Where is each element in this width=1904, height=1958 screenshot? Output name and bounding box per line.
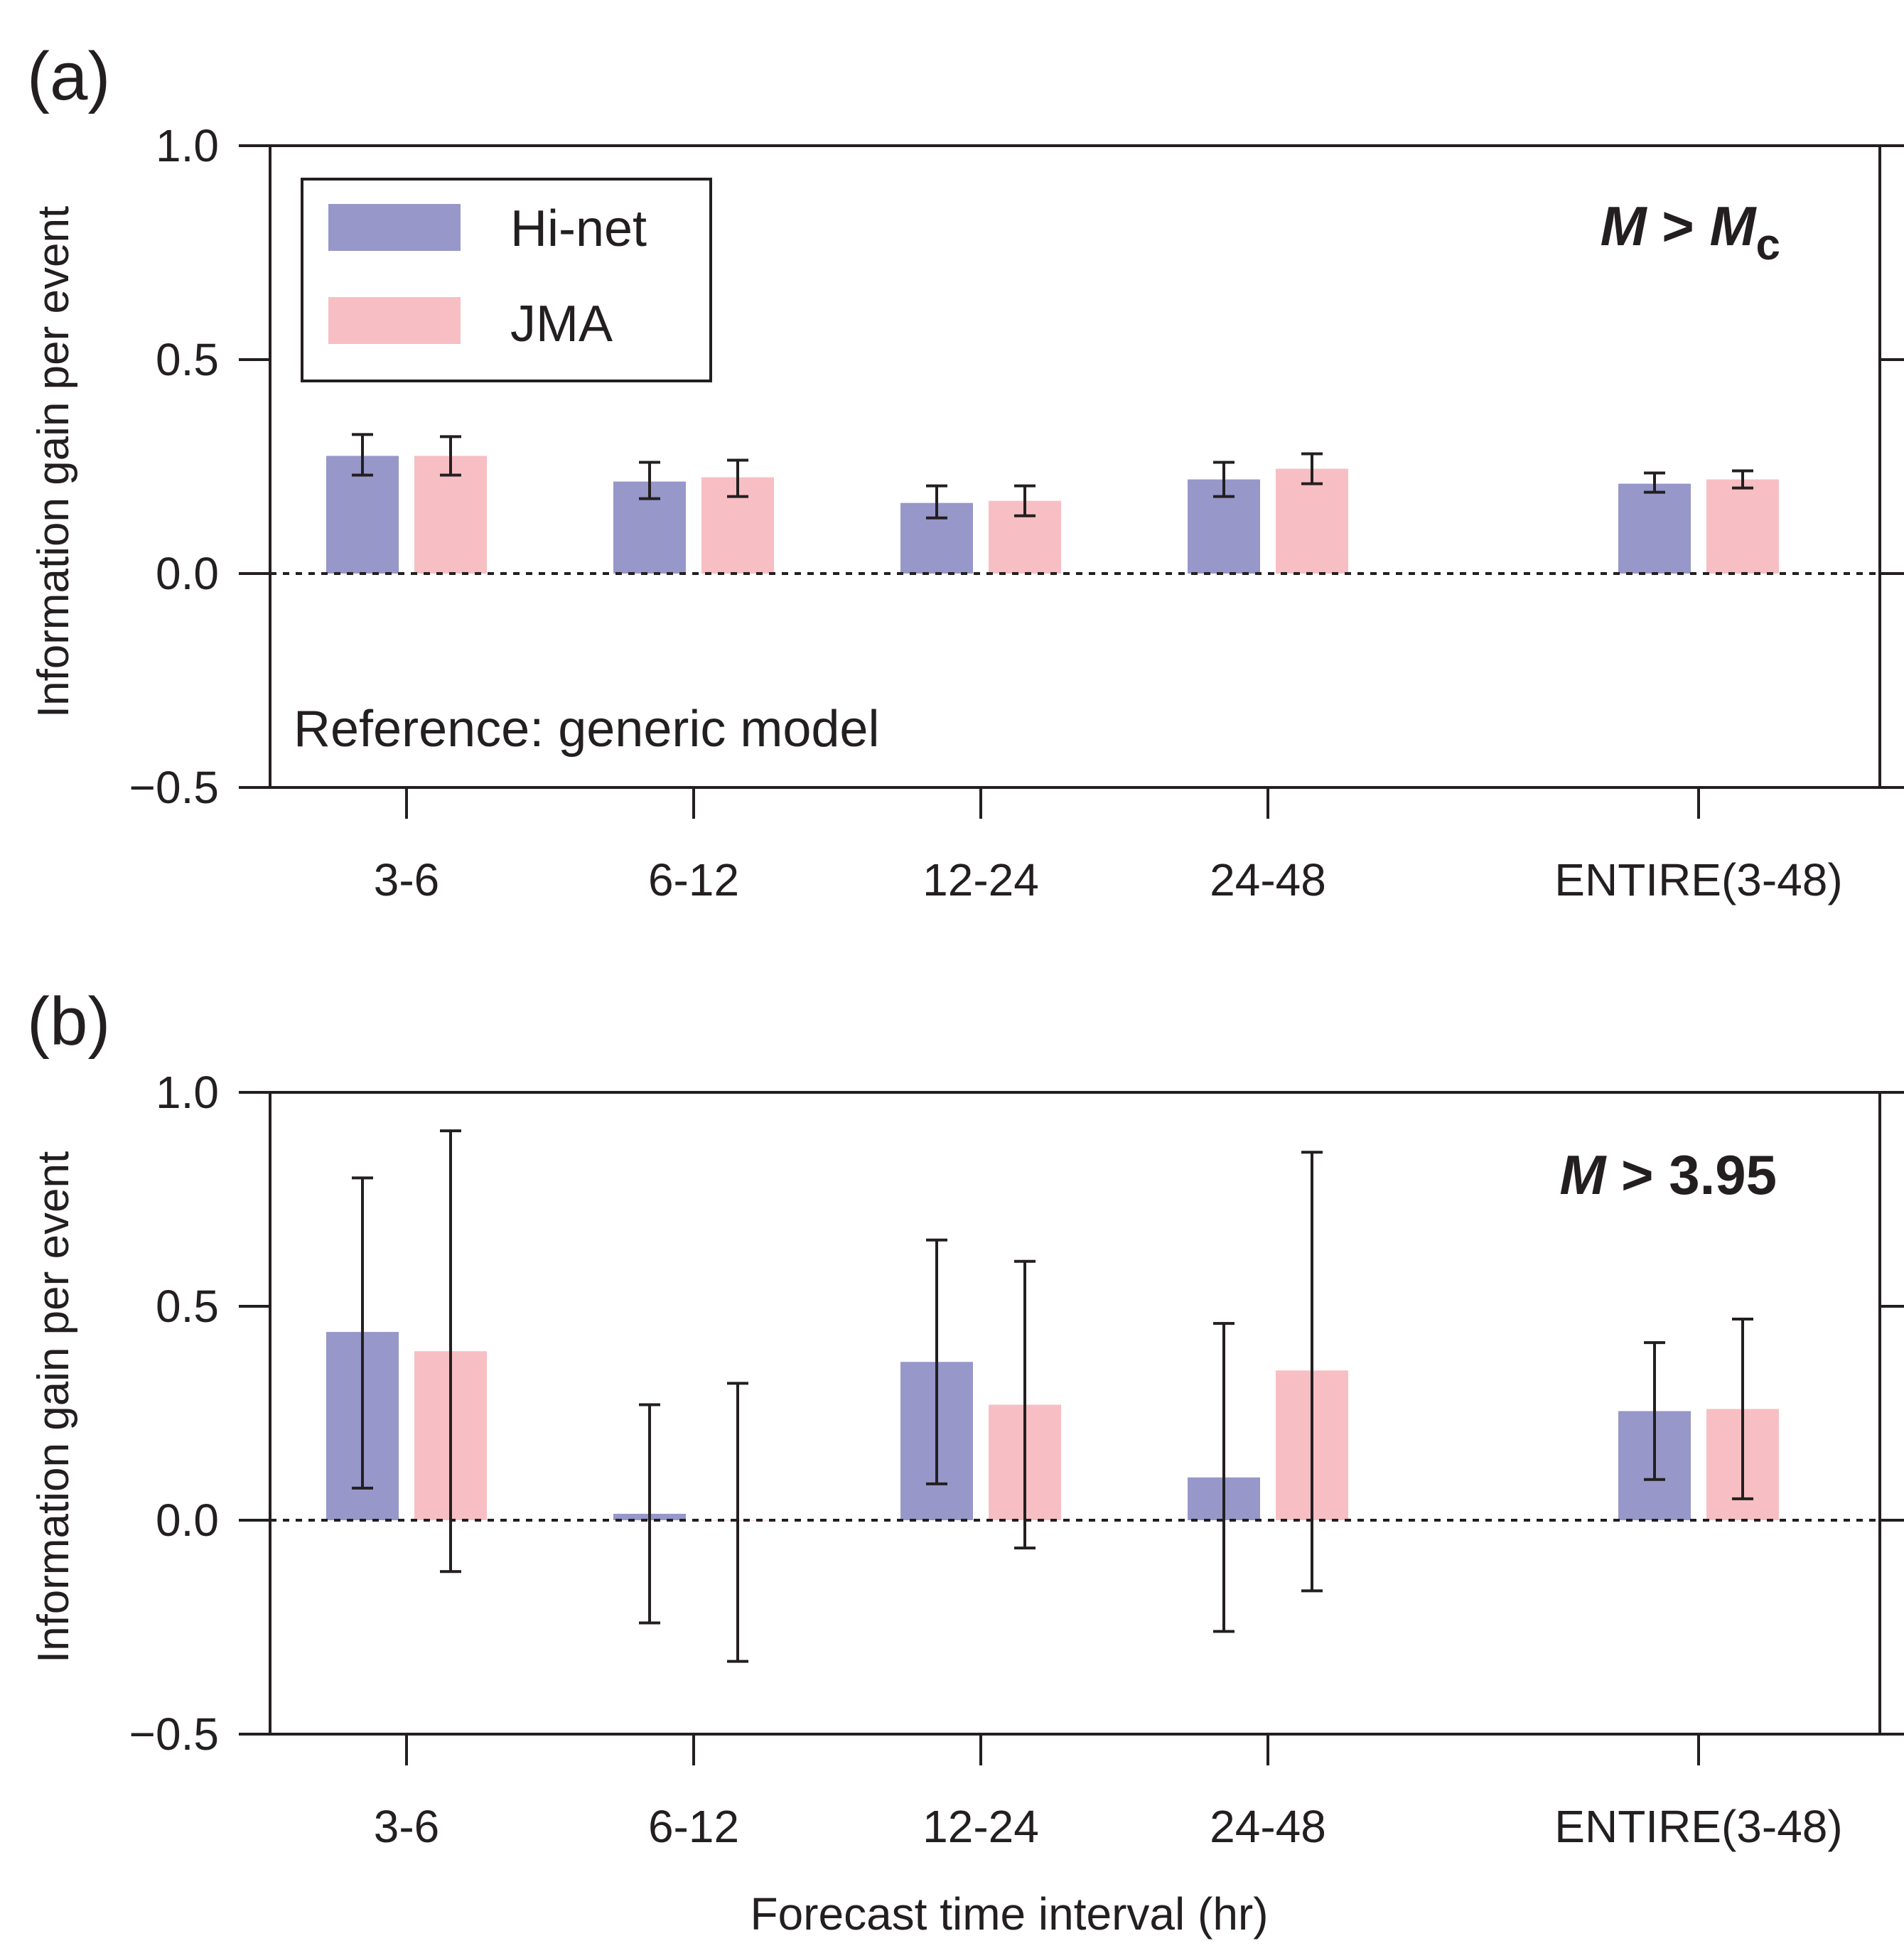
panel-b-error-bars <box>352 1129 1753 1663</box>
x-tick-label-ENTIRE(3-48): ENTIRE(3-48) <box>1554 854 1842 905</box>
legend: Hi-net JMA <box>301 178 712 382</box>
y-tick-label-0: −0.5 <box>129 762 219 813</box>
legend-label-hinet: Hi-net <box>510 200 647 257</box>
plot-frame <box>269 144 1881 789</box>
legend-swatch-hinet <box>328 204 461 251</box>
x-tick-label-ENTIRE(3-48): ENTIRE(3-48) <box>1554 1801 1842 1852</box>
panel-b-y-tick-labels: −0.5 0.0 0.5 1.0 <box>129 1067 219 1760</box>
panel-a-axes <box>239 144 1904 819</box>
y-tick-label-1: 0.0 <box>156 1495 219 1546</box>
panel-b-x-tick-labels: 3-6 6-12 12-24 24-48 ENTIRE(3-48) <box>374 1801 1843 1852</box>
x-tick-label-3-6: 3-6 <box>374 1801 440 1852</box>
x-tick-label-24-48: 24-48 <box>1210 854 1326 905</box>
panel-b: (b) Information gain per event −0.5 0.0 0.… <box>27 984 1904 1940</box>
x-tick-label-6-12: 6-12 <box>648 854 739 905</box>
legend-swatch-jma <box>328 297 461 344</box>
y-tick-label-0: −0.5 <box>129 1709 219 1760</box>
panel-a-y-tick-labels: −0.5 0.0 0.5 1.0 <box>129 120 219 813</box>
panel-a-error-bars <box>352 433 1753 520</box>
condition-m: M <box>1601 195 1648 257</box>
panel-a-label: (a) <box>27 38 110 114</box>
x-tick-label-3-6: 3-6 <box>374 854 440 905</box>
bar-jma-24-48 <box>1276 468 1348 574</box>
panel-a-condition-label: M > Mc <box>1601 195 1780 269</box>
condition-m2: M <box>1710 195 1758 257</box>
condition-op: > <box>1647 195 1710 257</box>
panel-b-axes <box>239 1091 1904 1765</box>
y-tick-label-3: 1.0 <box>156 120 219 171</box>
x-tick-label-24-48: 24-48 <box>1210 1801 1326 1852</box>
condition-m: M <box>1559 1144 1607 1206</box>
panel-b-condition-label: M > 3.95 <box>1559 1144 1777 1206</box>
panel-a-y-axis-label: Information gain per event <box>29 206 78 718</box>
panel-b-y-axis-label: Information gain per event <box>29 1151 78 1663</box>
bar-jma-ENTIRE(3-48) <box>1706 479 1779 574</box>
x-tick-label-12-24: 12-24 <box>923 1801 1039 1852</box>
panel-b-label: (b) <box>27 984 110 1060</box>
panel-a: (a) Information gain per event −0.5 0.0 0.… <box>27 38 1904 905</box>
bar-hi-net-ENTIRE(3-48) <box>1618 483 1691 574</box>
panel-b-bars <box>326 1332 1779 1521</box>
plot-frame <box>269 1091 1881 1736</box>
y-tick-label-2: 0.5 <box>156 1281 219 1332</box>
y-tick-label-3: 1.0 <box>156 1067 219 1118</box>
y-tick-label-2: 0.5 <box>156 334 219 385</box>
panel-a-x-tick-labels: 3-6 6-12 12-24 24-48 ENTIRE(3-48) <box>374 854 1843 905</box>
condition-op: > 3.95 <box>1606 1144 1777 1206</box>
condition-sub: c <box>1756 220 1780 269</box>
x-axis-label: Forecast time interval (hr) <box>750 1888 1268 1940</box>
y-tick-label-1: 0.0 <box>156 548 219 599</box>
legend-label-jma: JMA <box>510 296 613 353</box>
x-tick-label-12-24: 12-24 <box>923 854 1039 905</box>
panel-a-bars <box>326 456 1779 574</box>
panel-a-annotation: Reference: generic model <box>294 701 879 758</box>
x-tick-label-6-12: 6-12 <box>648 1801 739 1852</box>
